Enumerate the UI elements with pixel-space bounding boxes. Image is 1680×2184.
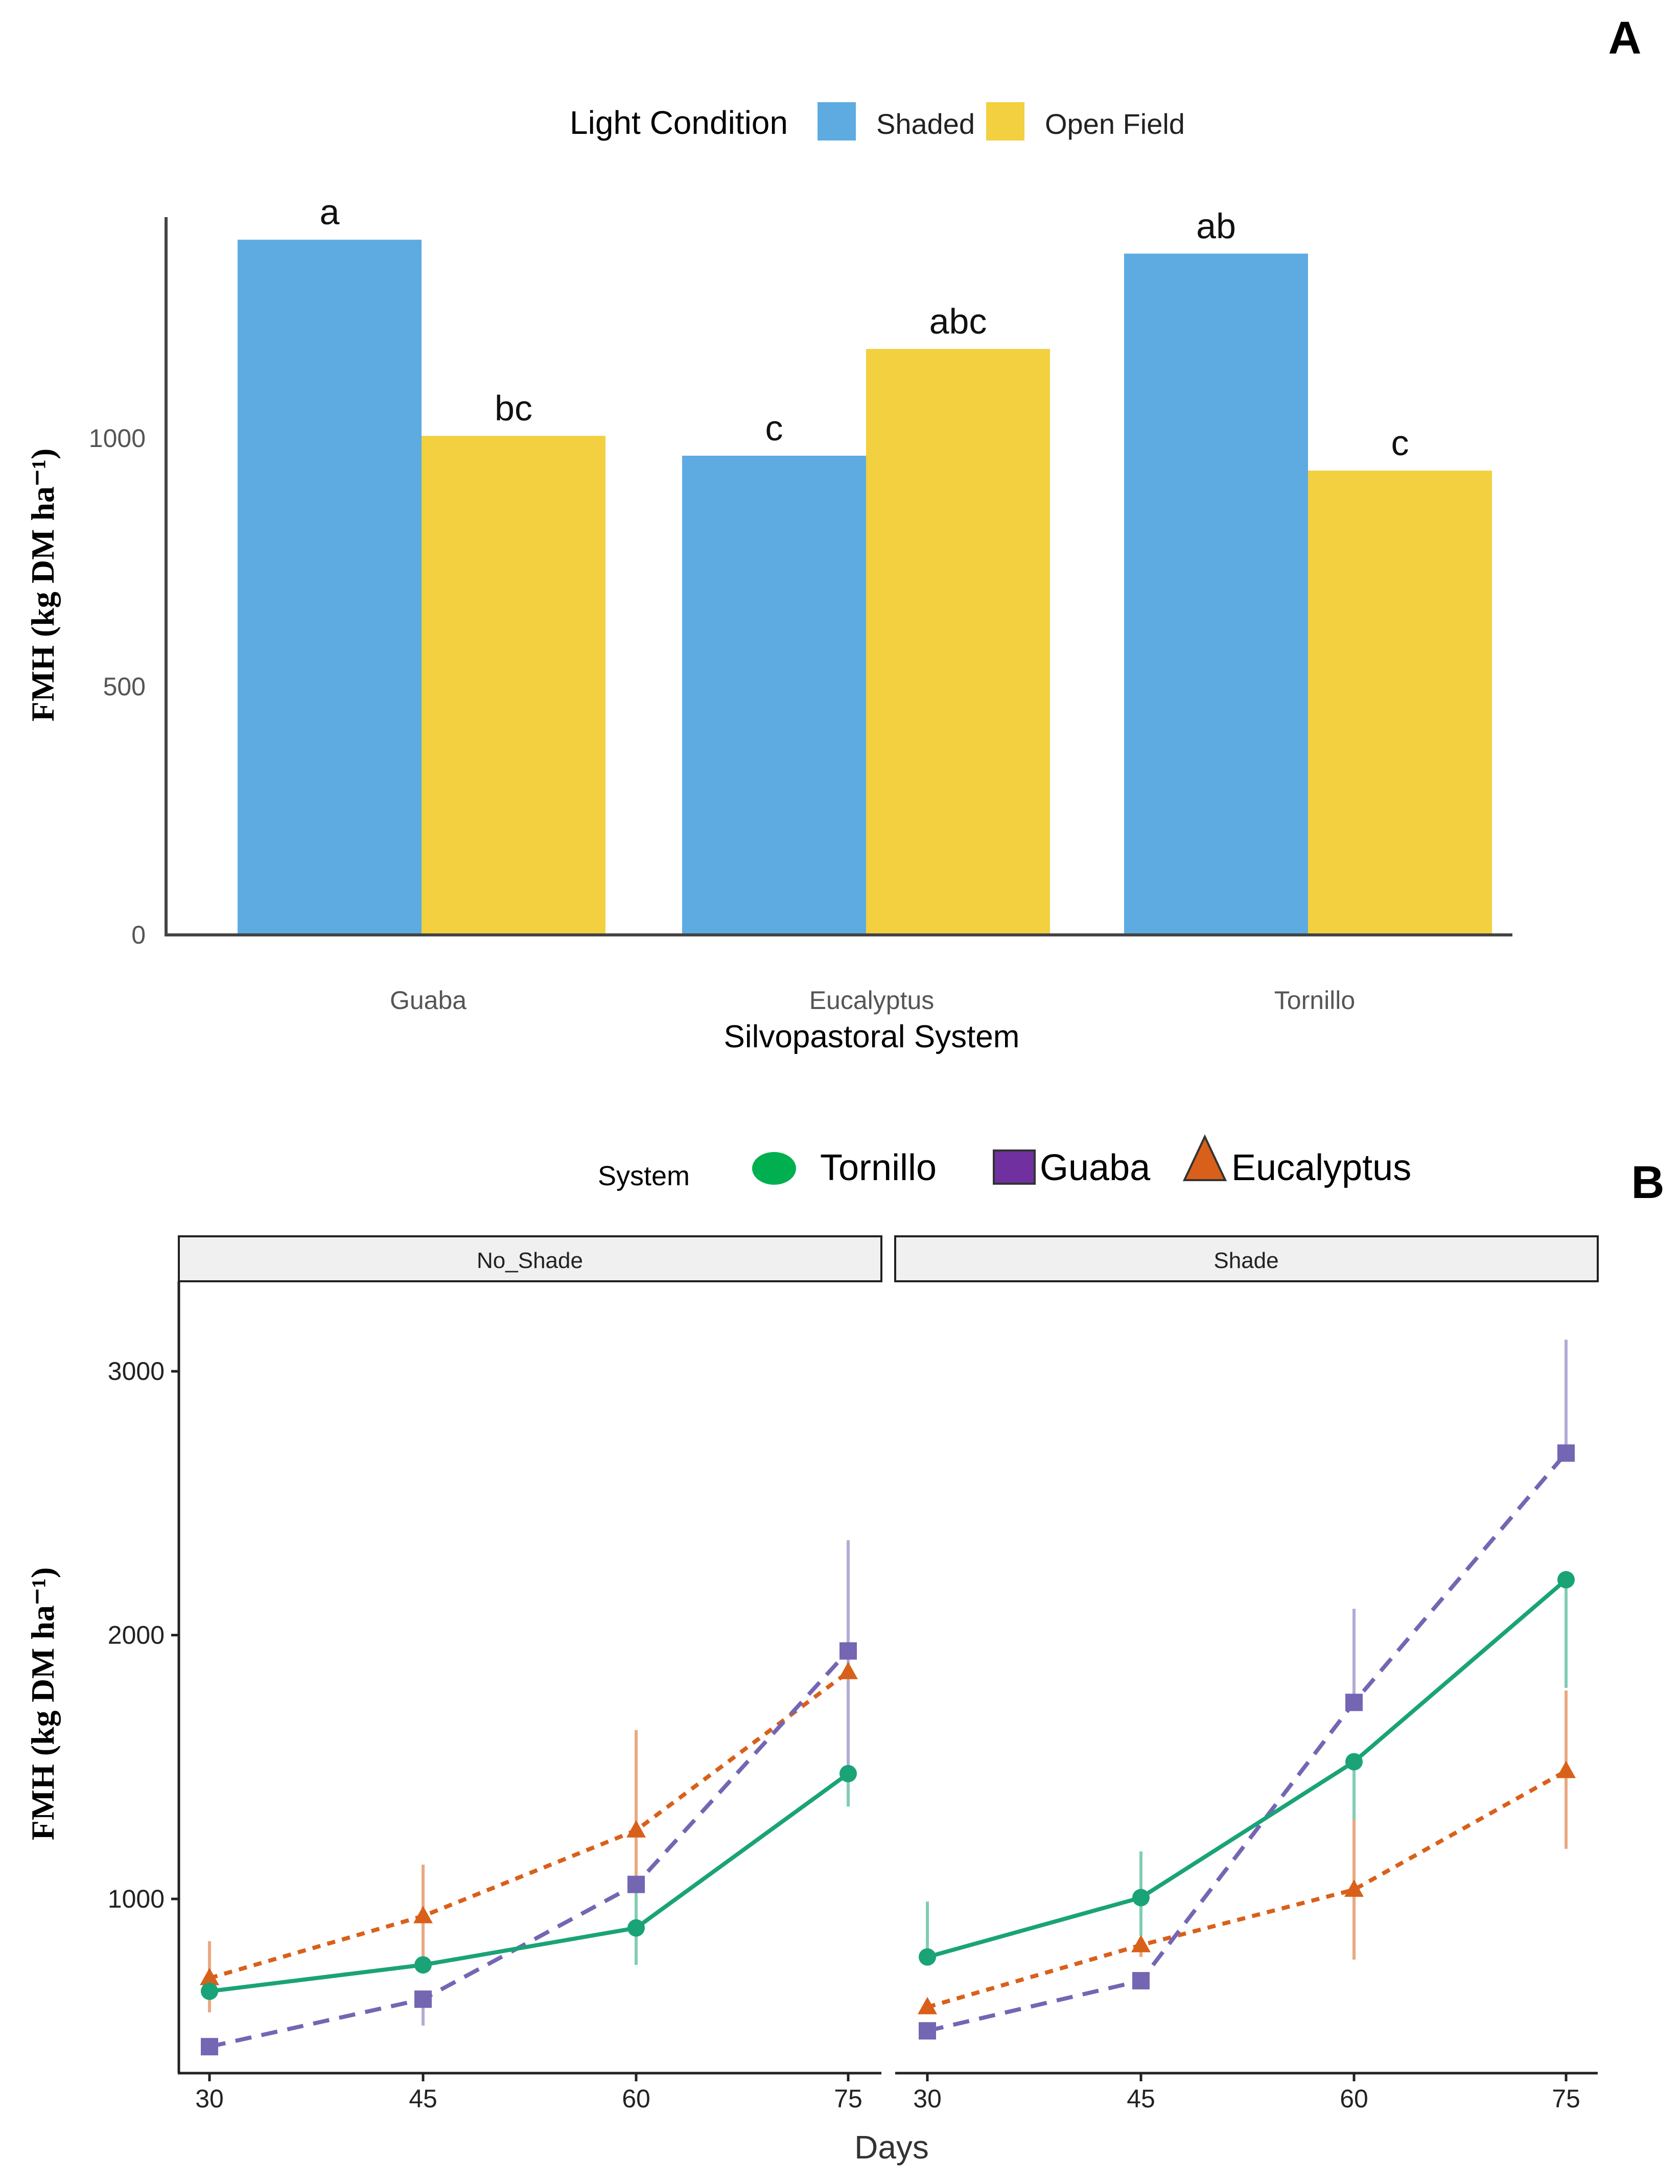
line-no-shade-tornillo [209, 1772, 850, 1993]
panel-a: A Light Condition Shaded Open Field FMH … [25, 13, 1642, 1054]
panel-b-ytick-label: 1000 [108, 1885, 165, 1913]
line-shade-guaba [927, 1451, 1568, 2033]
bar-letter-eucalyptus-open-field: abc [929, 301, 987, 341]
legend-open-field-label: Open Field [1045, 108, 1185, 140]
point-no-shade-eucalyptus-60 [626, 1820, 646, 1838]
panel-a-xtick-eucalyptus: Eucalyptus [809, 986, 935, 1015]
panel-a-xlabel: Silvopastoral System [724, 1019, 1020, 1054]
panel-b-xtick-label: 75 [1552, 2084, 1580, 2113]
point-shade-tornillo-75 [1557, 1571, 1575, 1589]
panel-b-xtick-label: 45 [1127, 2084, 1155, 2113]
panel-b-plot [200, 1340, 1576, 2056]
panel-b-y-ticks: 1000 2000 3000 [108, 1357, 179, 1913]
panel-b-xtick-label: 60 [1340, 2084, 1368, 2113]
facet-strip-no-shade [178, 1235, 882, 1282]
panel-a-ytick-label: 1000 [89, 424, 146, 453]
point-shade-eucalyptus-30 [918, 1997, 937, 2014]
legend-guaba-label: Guaba [1040, 1147, 1151, 1188]
panel-b-xtick-label: 75 [834, 2084, 862, 2113]
point-shade-guaba-45 [1132, 1972, 1150, 1990]
legend-open-field-swatch [986, 102, 1024, 140]
panel-b-xtick-label: 30 [195, 2084, 224, 2113]
panel-a-ytick-label: 500 [103, 672, 146, 701]
point-no-shade-tornillo-60 [627, 1919, 645, 1937]
point-no-shade-tornillo-45 [414, 1956, 432, 1974]
legend-tornillo-marker [752, 1152, 796, 1185]
panel-b-ytick-label: 2000 [108, 1621, 165, 1650]
panel-a-y-ticks: 0 500 1000 [89, 424, 146, 949]
panel-b: B System Tornillo Guaba Eucalyptus No_Sh… [25, 1134, 1665, 2166]
panel-a-legend: Light Condition Shaded Open Field [570, 102, 1185, 141]
bar-tornillo-open-field [1308, 471, 1492, 935]
bar-guaba-open-field [422, 436, 605, 935]
point-shade-eucalyptus-75 [1556, 1760, 1576, 1778]
facet-strip-shade [894, 1235, 1599, 1282]
panel-b-legend: System Tornillo Guaba Eucalyptus [598, 1134, 1411, 1191]
legend-eucalyptus-marker [1182, 1134, 1227, 1181]
panel-b-xtick-label: 30 [913, 2084, 942, 2113]
bar-guaba-shaded [238, 240, 422, 935]
point-no-shade-guaba-60 [627, 1875, 645, 1893]
point-shade-eucalyptus-45 [1131, 1935, 1151, 1953]
legend-shaded-label: Shaded [876, 108, 975, 140]
bar-tornillo-shaded [1124, 253, 1308, 935]
point-shade-guaba-75 [1557, 1444, 1575, 1462]
point-no-shade-eucalyptus-75 [838, 1661, 858, 1679]
line-shade-eucalyptus [926, 1769, 1567, 2009]
bar-eucalyptus-open-field [866, 349, 1050, 935]
panel-a-legend-title: Light Condition [570, 104, 788, 141]
panel-b-legend-title: System [598, 1161, 690, 1191]
point-shade-guaba-30 [919, 2022, 936, 2040]
panel-b-xtick-label: 45 [409, 2084, 437, 2113]
point-shade-tornillo-60 [1345, 1753, 1363, 1771]
point-shade-eucalyptus-60 [1344, 1879, 1364, 1897]
point-no-shade-tornillo-30 [201, 1982, 218, 2000]
bar-eucalyptus-shaded [682, 456, 866, 935]
point-no-shade-guaba-30 [201, 2038, 218, 2056]
panel-a-xtick-tornillo: Tornillo [1274, 986, 1355, 1015]
point-shade-tornillo-30 [919, 1948, 936, 1966]
panel-b-x-ticks: 30 45 60 75 30 45 60 75 [195, 2073, 1580, 2113]
panel-b-ylabel: FMH (kg DM ha⁻¹) [25, 1567, 61, 1841]
point-no-shade-tornillo-75 [839, 1765, 857, 1782]
legend-guaba-marker [993, 1149, 1036, 1185]
line-no-shade-eucalyptus [208, 1670, 850, 1980]
facet-label-shade: Shade [1214, 1248, 1278, 1273]
point-shade-tornillo-45 [1132, 1889, 1150, 1907]
point-no-shade-guaba-75 [839, 1642, 857, 1660]
panel-a-ylabel: FMH (kg DM ha⁻¹) [25, 449, 61, 722]
panel-b-xtick-label: 60 [622, 2084, 650, 2113]
bar-letter-eucalyptus-shaded: c [765, 408, 783, 448]
bar-letter-tornillo-open-field: c [1391, 423, 1409, 463]
point-no-shade-eucalyptus-30 [200, 1967, 219, 1985]
point-no-shade-eucalyptus-45 [413, 1906, 433, 1923]
line-no-shade-guaba [209, 1649, 850, 2049]
legend-eucalyptus-label: Eucalyptus [1231, 1147, 1411, 1188]
panel-a-label: A [1608, 13, 1642, 64]
panel-b-ytick-label: 3000 [108, 1357, 165, 1385]
panel-b-label: B [1631, 1157, 1665, 1208]
panel-a-ytick-label: 0 [131, 921, 146, 949]
point-shade-guaba-60 [1345, 1694, 1363, 1711]
point-no-shade-guaba-45 [414, 1990, 432, 2008]
bar-letter-guaba-shaded: a [320, 192, 340, 232]
legend-tornillo-label: Tornillo [820, 1147, 937, 1188]
line-shade-tornillo [926, 1578, 1568, 1959]
bar-letter-tornillo-shaded: ab [1196, 206, 1236, 246]
bar-letter-guaba-open-field: bc [495, 388, 532, 428]
facet-label-no-shade: No_Shade [477, 1248, 583, 1273]
legend-shaded-swatch [818, 102, 856, 140]
panel-a-xtick-guaba: Guaba [390, 986, 466, 1015]
panel-b-xlabel: Days [854, 2129, 929, 2166]
